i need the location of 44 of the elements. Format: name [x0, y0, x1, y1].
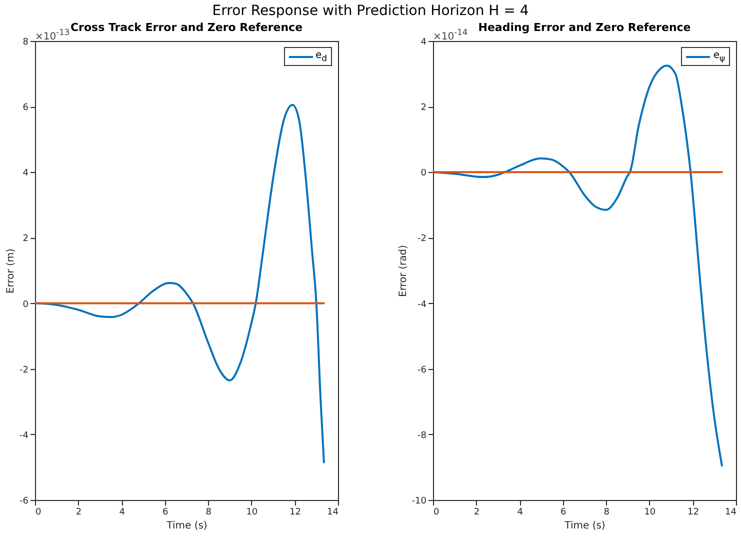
x-tick-label: 10 [246, 508, 258, 518]
y-tick-label: -4 [418, 300, 427, 310]
x-tick-label: 12 [687, 508, 699, 518]
y-tick-label: -4 [20, 430, 29, 441]
y-tick-label: -8 [418, 430, 427, 441]
x-tick-label: 2 [474, 508, 480, 518]
y-tick-label: 2 [420, 103, 426, 114]
y-tick-label: 2 [22, 234, 28, 244]
x-tick-label: 4 [119, 508, 126, 518]
y-axis-title: Error (rad) [398, 244, 409, 297]
x-axis-title: Time (s) [564, 520, 606, 532]
text: Error Response with Prediction Horizon H = 4 [211, 3, 530, 19]
x-tick-label: 8 [604, 508, 610, 518]
legend-label: e$_{d}$ [316, 50, 327, 63]
y-tick-label: 6 [22, 103, 29, 114]
x-tick-label: 2 [76, 508, 82, 518]
y-tick-label: -6 [20, 496, 29, 506]
y-tick-label: 0 [22, 300, 29, 310]
y-tick-label: -10 [412, 496, 427, 506]
annotation: ×10$^{-14}$ [433, 27, 468, 42]
y-axis-title: Error (m) [6, 248, 17, 294]
line-series [433, 64, 723, 467]
x-tick-label: 10 [644, 508, 656, 518]
x-tick-label: 4 [517, 508, 524, 518]
chart-title: Heading Error and Zero Reference [478, 21, 691, 34]
x-tick-label: 6 [560, 508, 566, 518]
x-tick-label: 14 [725, 508, 737, 518]
legend-label: e$_{ψ}$ [713, 50, 725, 63]
x-tick-label: 8 [206, 508, 212, 518]
x-tick-label: 6 [162, 508, 168, 518]
x-tick-label: 14 [327, 508, 339, 518]
x-tick-label: 12 [289, 508, 301, 518]
chart-title: Cross Track Error and Zero Reference [70, 21, 303, 34]
y-tick-label: 4 [420, 38, 427, 48]
y-tick-label: 4 [22, 168, 29, 179]
x-tick-label: 0 [36, 508, 42, 518]
y-tick-label: -6 [418, 365, 427, 376]
y-tick-label: -2 [418, 234, 426, 244]
annotation: ×10$^{-13}$ [35, 27, 70, 42]
x-tick-label: 0 [434, 508, 440, 518]
x-axis-title: Time (s) [166, 520, 208, 532]
y-tick-label: -2 [20, 365, 28, 376]
y-tick-label: 0 [420, 168, 427, 179]
y-tick-label: 8 [22, 38, 29, 48]
